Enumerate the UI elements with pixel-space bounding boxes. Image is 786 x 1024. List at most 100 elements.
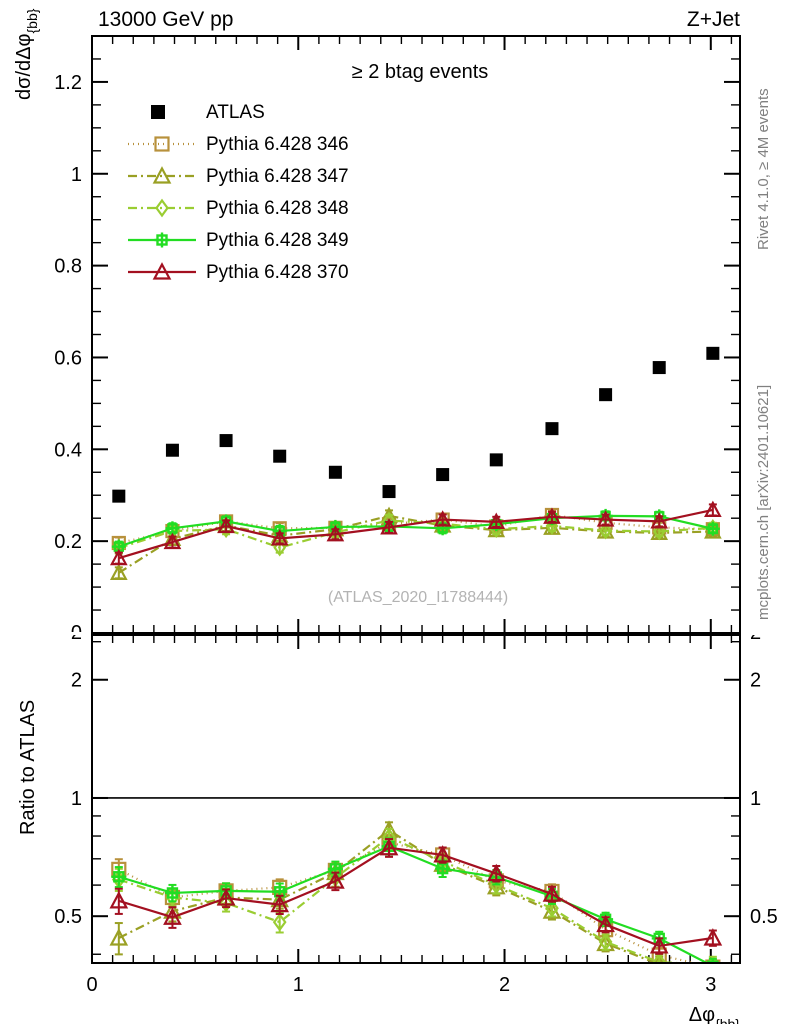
data-point-p370 bbox=[487, 512, 506, 529]
ratio-data-point-p370 bbox=[326, 871, 345, 889]
data-point-p370 bbox=[543, 507, 561, 524]
data-point-p348 bbox=[599, 521, 612, 540]
legend-item-p349[interactable]: Pythia 6.428 349 bbox=[128, 230, 349, 251]
ratio-series-line bbox=[118, 846, 714, 948]
legend-marker-p348 bbox=[155, 198, 169, 218]
ratio-data-point-p370 bbox=[216, 888, 236, 906]
data-point-atlas bbox=[273, 449, 287, 463]
series-p370 bbox=[109, 500, 722, 566]
data-point-p370 bbox=[270, 529, 289, 546]
data-point-p348 bbox=[652, 522, 666, 541]
header-band: 13000 GeV pp Z+Jet bbox=[98, 8, 740, 31]
ratio-y-ticks bbox=[92, 640, 740, 955]
ratio-data-point-p370 bbox=[433, 845, 452, 863]
main-y-ticklabels: 0.2 0.4 0.6 0.8 1 1.2 0 bbox=[54, 72, 82, 644]
ratio-data-point-p370 bbox=[596, 914, 615, 933]
legend-item-p348[interactable]: Pythia 6.428 348 bbox=[128, 198, 349, 219]
x-tick-label: 3 bbox=[705, 974, 716, 996]
main-panel: 0.2 0.4 0.6 0.8 1 1.2 0 dσ/dΔφ{bb} ≥ 2 btag even… bbox=[13, 8, 741, 644]
ratio-series-line bbox=[118, 835, 680, 962]
ratio-data-point-p370 bbox=[649, 936, 669, 954]
ratio-plot-frame bbox=[91, 634, 741, 964]
ratio-x-ticks bbox=[91, 635, 733, 963]
data-point-p370 bbox=[433, 510, 452, 527]
legend-item-p347[interactable]: Pythia 6.428 347 bbox=[128, 166, 349, 187]
ratio-data-point-p370 bbox=[379, 837, 399, 856]
x-tick-label: 1 bbox=[293, 974, 304, 996]
main-plot-frame bbox=[91, 35, 741, 634]
x-tick-label: 0 bbox=[86, 974, 97, 996]
ratio-y-tick-label: 1 bbox=[71, 788, 82, 810]
ratio-series-line bbox=[118, 845, 708, 962]
data-point-atlas bbox=[706, 346, 720, 360]
legend-marker-p370 bbox=[152, 262, 172, 280]
ratio-y-tick-label-right: 1 bbox=[750, 788, 761, 810]
data-point-p370 bbox=[163, 532, 182, 550]
y-tick-label: 1.2 bbox=[54, 72, 82, 94]
data-point-p370 bbox=[596, 510, 615, 527]
legend-label-p370: Pythia 6.428 370 bbox=[206, 262, 349, 283]
legend-item-atlas[interactable]: ATLAS bbox=[151, 102, 265, 123]
ratio-y-tick-label: 2 bbox=[71, 670, 82, 692]
ratio-data-point-p348 bbox=[272, 912, 287, 932]
series-line bbox=[118, 508, 714, 560]
ratio-series-layer bbox=[109, 820, 723, 962]
main-y-ticks bbox=[92, 35, 740, 634]
data-point-p370 bbox=[704, 500, 722, 518]
rivet-version-text: Rivet 4.1.0, ≥ 4M events bbox=[755, 88, 772, 250]
data-point-atlas bbox=[219, 434, 233, 448]
series-atlas bbox=[112, 346, 720, 503]
ratio-y-tick-label-top: 2 bbox=[71, 622, 82, 644]
ratio-series-p346 bbox=[111, 833, 721, 962]
legend-item-p346[interactable]: Pythia 6.428 346 bbox=[128, 134, 349, 155]
main-y-axis-title: dσ/dΔφ{bb} bbox=[13, 8, 40, 100]
data-point-atlas bbox=[599, 388, 613, 402]
main-x-ticks bbox=[91, 36, 733, 633]
data-point-p370 bbox=[326, 524, 345, 542]
y-tick-label: 0.4 bbox=[54, 439, 82, 461]
y-tick-label: 0.8 bbox=[54, 256, 82, 278]
data-point-p370 bbox=[109, 548, 128, 566]
plot-title: ≥ 2 btag events bbox=[352, 61, 489, 83]
ratio-y-tick-label: 0.5 bbox=[54, 906, 82, 928]
data-point-atlas bbox=[652, 361, 666, 375]
ratio-data-point-p348 bbox=[598, 932, 613, 952]
ratio-y-tick-label-top-right: 2 bbox=[750, 622, 761, 644]
ratio-data-point-p348 bbox=[652, 952, 667, 962]
analysis-watermark: (ATLAS_2020_I1788444) bbox=[328, 589, 508, 606]
series-line bbox=[118, 514, 714, 548]
ratio-y-ticklabels: 0.5 0.5 1 1 2 2 2 2 bbox=[54, 622, 778, 928]
x-tick-label: 2 bbox=[499, 974, 510, 996]
ratio-data-point-p370 bbox=[703, 928, 723, 946]
ratio-series-line bbox=[118, 828, 657, 962]
y-tick-label: 0.6 bbox=[54, 347, 82, 369]
data-point-atlas bbox=[489, 453, 503, 467]
ratio-data-point-p348 bbox=[219, 893, 233, 913]
legend-item-p370[interactable]: Pythia 6.428 370 bbox=[128, 262, 349, 283]
data-point-atlas bbox=[112, 489, 126, 503]
legend-marker-p347 bbox=[152, 166, 172, 184]
ratio-series-p370 bbox=[109, 837, 723, 955]
ratio-data-point-p348 bbox=[545, 898, 559, 918]
ratio-data-point-p370 bbox=[486, 863, 506, 882]
data-point-p370 bbox=[650, 512, 669, 529]
series-p346 bbox=[111, 507, 720, 551]
ratio-y-tick-label-right: 0.5 bbox=[750, 906, 778, 928]
ratio-y-axis-label: Ratio to ATLAS bbox=[17, 700, 39, 835]
x-axis-label: Δφ{bb} bbox=[689, 1004, 741, 1024]
legend-label-atlas: ATLAS bbox=[206, 102, 265, 123]
legend-label-p349: Pythia 6.428 349 bbox=[206, 230, 349, 251]
legend-marker-atlas bbox=[151, 105, 165, 119]
y-tick-label: 0.2 bbox=[54, 531, 82, 553]
legend: ATLAS Pythia 6.428 346 Pythia 6.428 347 Pyt… bbox=[128, 102, 349, 283]
main-series-layer bbox=[109, 346, 722, 580]
header-right: Z+Jet bbox=[687, 8, 740, 31]
legend-marker-p346 bbox=[154, 136, 170, 152]
x-axis-title: Δφ{bb} bbox=[689, 1004, 741, 1024]
ratio-data-point-p370 bbox=[542, 884, 562, 902]
y-tick-label-zero: 0 bbox=[71, 622, 82, 644]
data-point-p370 bbox=[380, 518, 398, 535]
data-point-atlas bbox=[382, 485, 396, 499]
